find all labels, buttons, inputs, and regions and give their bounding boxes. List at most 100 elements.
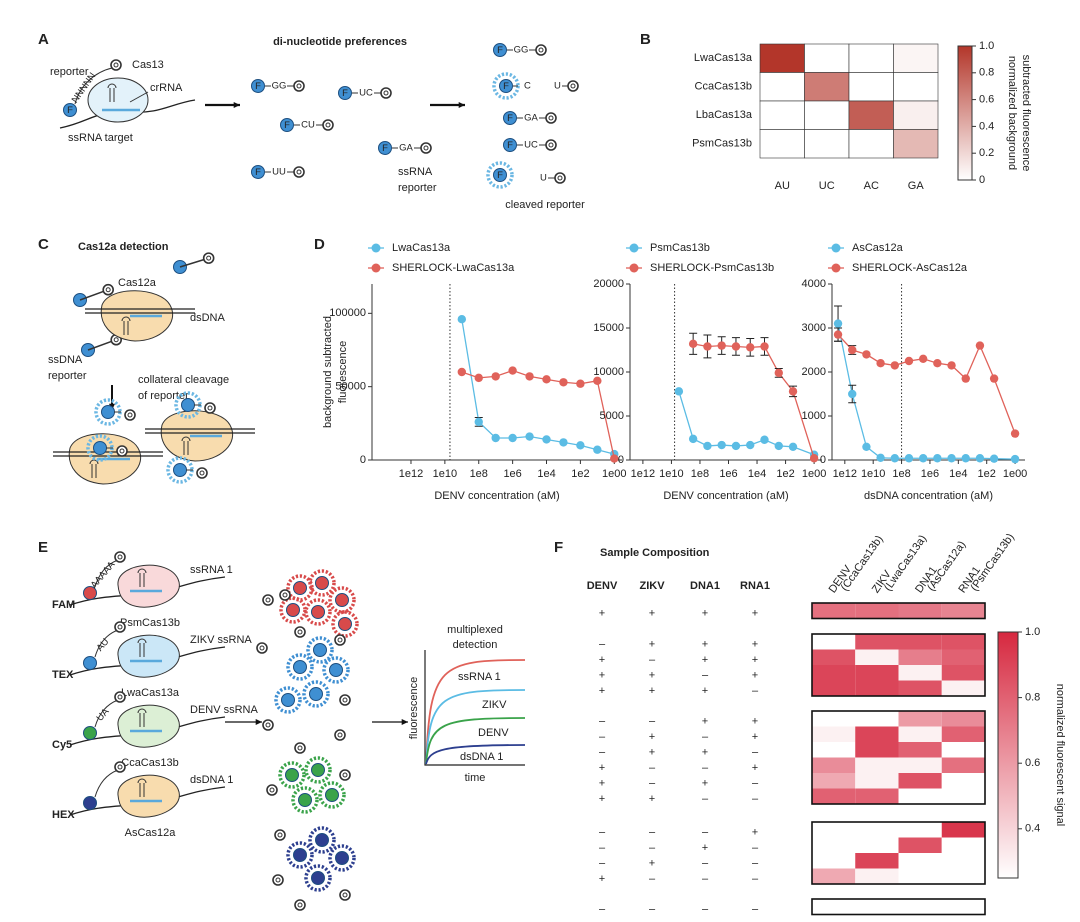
fluorophore xyxy=(173,463,187,477)
x-tick-label: 1e4 xyxy=(949,468,967,480)
quencher-core xyxy=(105,287,111,293)
sign: + xyxy=(599,778,605,790)
heatmap-cell xyxy=(804,43,850,73)
sign: – xyxy=(752,793,759,805)
column-label: (PsmCas13b) xyxy=(968,531,1016,593)
panel-letter: B xyxy=(640,31,651,48)
heatmap-cell xyxy=(898,603,942,619)
label: LwaCas13a xyxy=(121,687,180,699)
quencher-core xyxy=(277,832,283,838)
sign: + xyxy=(702,639,708,651)
sign: – xyxy=(702,731,709,743)
heatmap-cell xyxy=(898,680,942,696)
data-point xyxy=(457,367,467,377)
series-line xyxy=(693,343,815,459)
fluorophore xyxy=(83,656,97,670)
quencher-core xyxy=(337,732,343,738)
column-label: GA xyxy=(908,180,925,192)
fluorophore-label: F xyxy=(342,88,348,99)
quencher xyxy=(110,59,122,71)
sign: – xyxy=(599,827,606,839)
heatmap-cell xyxy=(855,773,899,789)
heatmap-cell xyxy=(812,837,856,853)
data-point xyxy=(833,330,843,339)
label: dsDNA 1 xyxy=(460,751,503,763)
activated-ring xyxy=(331,610,359,638)
signal-curve xyxy=(425,659,526,765)
colorbar-tick-label: 1.0 xyxy=(1025,626,1040,638)
y-tick-label: 20000 xyxy=(593,278,624,290)
sign: – xyxy=(752,685,759,697)
x-tick-label: 1e6 xyxy=(503,468,521,480)
quencher-core xyxy=(296,83,302,89)
quencher xyxy=(339,889,351,901)
fluorophore xyxy=(280,118,294,132)
quencher-core xyxy=(265,597,271,603)
sign: – xyxy=(649,904,656,916)
quencher xyxy=(294,742,306,754)
enzyme xyxy=(117,774,180,818)
sign: + xyxy=(649,670,655,682)
fluorophore-label: F xyxy=(497,45,503,56)
fluorophore-label: F xyxy=(255,167,261,178)
heatmap-cell xyxy=(812,603,856,619)
label: reporter xyxy=(48,370,87,382)
quencher xyxy=(334,634,346,646)
label: ZIKV ssRNA xyxy=(190,634,252,646)
row-label: LbaCas13a xyxy=(696,109,753,121)
sign: – xyxy=(649,827,656,839)
heatmap-cell xyxy=(848,43,894,73)
fluorophore-label: F xyxy=(67,105,73,116)
quencher xyxy=(293,166,305,178)
heatmap-cell xyxy=(812,853,856,869)
quencher xyxy=(266,784,278,796)
label: di-nucleotide preferences xyxy=(273,36,407,48)
data-point xyxy=(918,354,928,363)
data-point xyxy=(703,342,712,351)
data-point xyxy=(508,433,517,443)
x-tick-label: 1e10 xyxy=(861,468,885,480)
x-tick-label: 1e8 xyxy=(892,468,910,480)
guide-rna xyxy=(137,568,147,587)
fluorophore xyxy=(338,86,352,100)
heatmap-cell xyxy=(855,757,899,773)
heatmap-cell xyxy=(855,726,899,742)
sign: – xyxy=(702,827,709,839)
heatmap-cell xyxy=(759,72,805,102)
data-point xyxy=(760,342,769,351)
group-frame xyxy=(811,898,986,916)
fluorophore xyxy=(335,851,349,865)
heatmap-cell xyxy=(941,726,985,742)
sign: + xyxy=(702,842,708,854)
data-point xyxy=(760,435,769,444)
quencher-core xyxy=(297,745,303,751)
data-point xyxy=(933,454,942,463)
colorbar-title: normalized fluorescent signal xyxy=(1054,684,1066,826)
legend-marker xyxy=(371,243,381,253)
data-point xyxy=(491,372,500,381)
quencher xyxy=(114,551,126,563)
heatmap-cell xyxy=(855,603,899,619)
heatmap-cell xyxy=(812,899,856,915)
column-label: AU xyxy=(775,180,790,192)
quencher xyxy=(339,769,351,781)
heatmap-cell xyxy=(812,711,856,727)
sign: + xyxy=(702,608,708,620)
heatmap-cell xyxy=(898,649,942,665)
data-point xyxy=(525,372,534,381)
sign: – xyxy=(649,842,656,854)
activated-ring xyxy=(306,636,334,664)
activated-ring xyxy=(302,680,330,708)
x-tick-label: 1e12 xyxy=(631,468,655,480)
column-label: UC xyxy=(819,180,835,192)
data-point xyxy=(862,442,871,451)
data-point xyxy=(688,339,698,349)
heatmap-cell xyxy=(812,757,856,773)
data-point xyxy=(833,319,843,328)
x-tick-label: 1e6 xyxy=(719,468,737,480)
label: time xyxy=(465,772,486,784)
data-point xyxy=(961,374,970,383)
quencher-core xyxy=(265,722,271,728)
data-point xyxy=(774,441,783,451)
fluorophore-label: F xyxy=(503,81,509,92)
